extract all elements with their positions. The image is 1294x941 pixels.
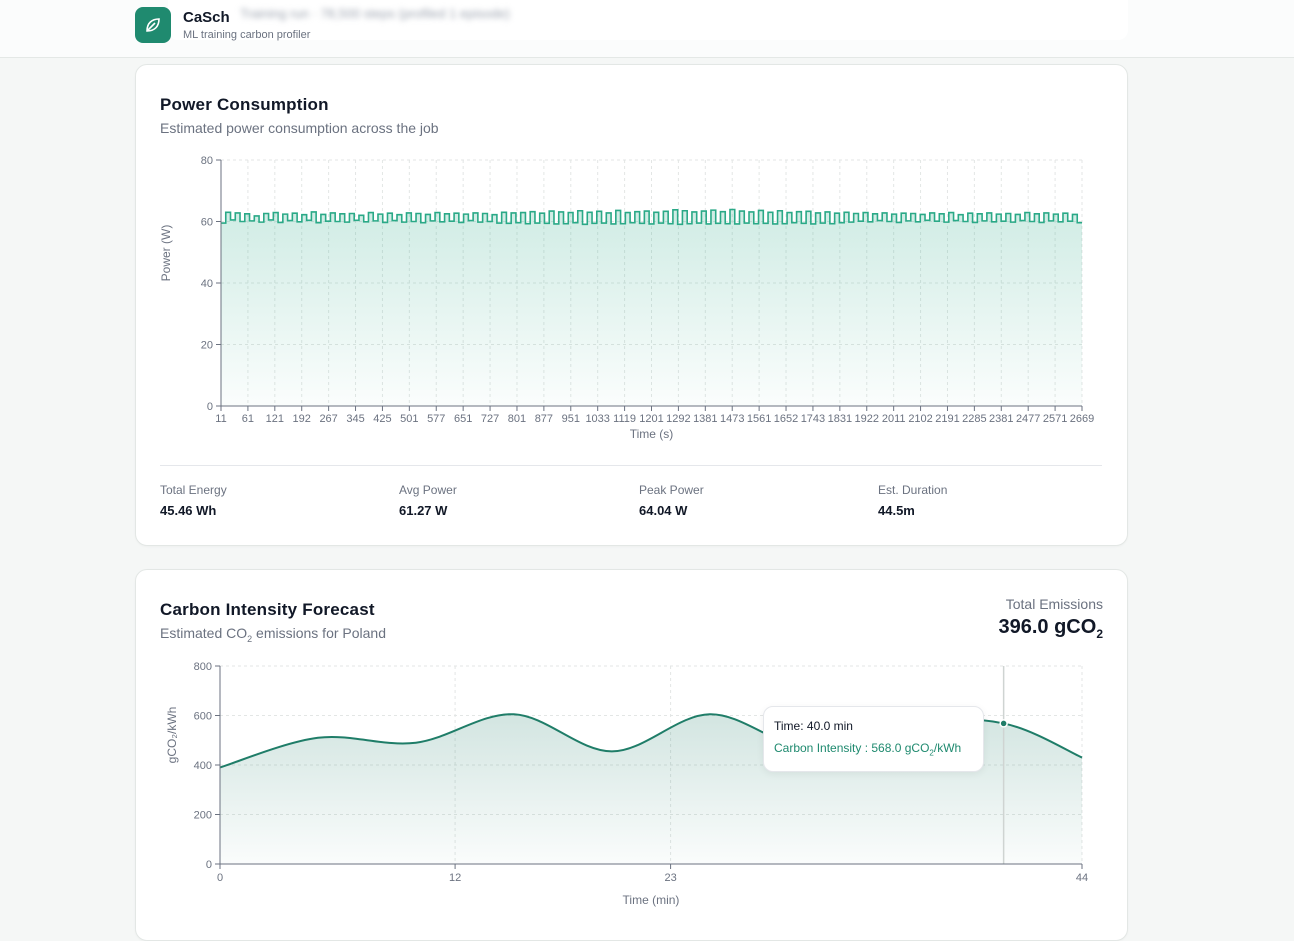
power-area: [221, 209, 1082, 406]
x-tick-label: 2011: [882, 413, 906, 425]
stat-label: Total Energy: [160, 483, 227, 497]
y-axis-label: Power (W): [159, 225, 173, 282]
top-bar: [0, 0, 1294, 58]
y-tick-label: 40: [201, 278, 213, 290]
card-title: Power Consumption: [160, 95, 329, 114]
x-tick-label: 1922: [855, 413, 879, 425]
y-tick-label: 400: [194, 760, 212, 772]
x-tick-label: 951: [562, 413, 580, 425]
x-tick-label: 577: [427, 413, 445, 425]
x-axis-label: Time (s): [630, 427, 674, 441]
stat-peak-power: Peak Power 64.04 W: [639, 483, 704, 518]
y-tick-label: 0: [207, 401, 213, 413]
x-tick-label: 1033: [585, 413, 609, 425]
x-tick-label: 1473: [720, 413, 744, 425]
divider: [160, 465, 1102, 466]
card-subtitle: Estimated power consumption across the j…: [160, 120, 439, 136]
x-tick-label: 727: [481, 413, 499, 425]
tooltip-value-sub: 2: [929, 748, 934, 758]
stat-value: 44.5m: [878, 503, 915, 518]
x-tick-label: 1201: [639, 413, 663, 425]
app-name: CaSch: [183, 9, 230, 26]
blurred-run-info: Training run · 78,500 steps (profiled 1 …: [240, 6, 510, 21]
x-tick-label: 1652: [774, 413, 798, 425]
x-tick-label: 2669: [1070, 413, 1094, 425]
power-chart: 0 20 40 60 80 11 61 121 192 267 345 425 501 577 651 727…: [159, 155, 1094, 441]
power-line: [221, 208, 1082, 226]
x-tick-label: 2285: [962, 413, 986, 425]
x-tick-label: 1743: [801, 413, 825, 425]
stat-label: Avg Power: [399, 483, 457, 497]
stat-total-energy: Total Energy 45.46 Wh: [160, 483, 227, 518]
x-tick-label: 0: [217, 872, 223, 884]
stat-value: 64.04 W: [639, 503, 688, 518]
x-tick-label: 425: [373, 413, 391, 425]
total-value-main: 396.0 gCO: [998, 616, 1097, 638]
tooltip-value: Carbon Intensity : 568.0 gCO2/kWh: [774, 741, 961, 757]
y-tick-label: 600: [194, 711, 212, 723]
y-tick-label: 0: [206, 859, 212, 871]
x-tick-label: 12: [449, 872, 461, 884]
stat-label: Peak Power: [639, 483, 704, 497]
x-tick-label: 877: [535, 413, 553, 425]
subtitle-sub: 2: [247, 633, 253, 644]
x-tick-label: 801: [508, 413, 526, 425]
x-tick-label: 1119: [613, 413, 636, 425]
card-title: Carbon Intensity Forecast: [160, 600, 375, 619]
total-value-sub: 2: [1096, 627, 1103, 641]
total-emissions-value: 396.0 gCO2: [998, 616, 1103, 641]
total-emissions-label: Total Emissions: [1005, 596, 1103, 612]
tooltip-value-suffix: /kWh: [933, 741, 962, 755]
x-tick-label: 345: [346, 413, 364, 425]
leaf-icon[interactable]: [135, 7, 171, 43]
top-bar-panel: [168, 0, 1128, 40]
x-tick-label: 2381: [989, 413, 1013, 425]
stat-value: 61.27 W: [399, 503, 448, 518]
x-tick-label: 11: [215, 413, 226, 425]
x-tick-label: 1561: [747, 413, 771, 425]
x-axis-label: Time (min): [623, 893, 680, 907]
y-axis-label: gCO₂/kWh: [165, 707, 179, 764]
stat-label: Est. Duration: [878, 483, 948, 497]
subtitle-prefix: Estimated CO: [160, 625, 248, 641]
stat-avg-power: Avg Power 61.27 W: [399, 483, 457, 518]
subtitle-suffix: emissions for Poland: [252, 625, 386, 641]
x-tick-label: 1381: [693, 413, 717, 425]
x-tick-label: 1292: [666, 413, 690, 425]
x-tick-label: 2571: [1043, 413, 1067, 425]
x-tick-label: 501: [400, 413, 418, 425]
x-tick-label: 44: [1076, 872, 1088, 884]
hover-point: [999, 719, 1008, 728]
power-card: Power Consumption Estimated power consum…: [135, 64, 1128, 546]
x-tick-label: 61: [242, 413, 254, 425]
tooltip-time: Time: 40.0 min: [774, 719, 853, 733]
app-subtitle: ML training carbon profiler: [183, 29, 311, 41]
x-tick-label: 192: [293, 413, 311, 425]
y-tick-label: 60: [201, 217, 213, 229]
x-tick-label: 651: [454, 413, 472, 425]
y-tick-label: 800: [194, 661, 212, 673]
x-tick-label: 2477: [1016, 413, 1040, 425]
chart-tooltip: Time: 40.0 min Carbon Intensity : 568.0 …: [763, 706, 984, 772]
x-tick-label: 1831: [828, 413, 852, 425]
x-tick-label: 2102: [908, 413, 932, 425]
x-tick-label: 267: [319, 413, 337, 425]
tooltip-value-main: Carbon Intensity : 568.0 gCO: [774, 741, 930, 755]
x-tick-label: 2191: [935, 413, 959, 425]
y-tick-label: 20: [201, 340, 213, 352]
card-subtitle: Estimated CO2 emissions for Poland: [160, 625, 386, 644]
stat-est-duration: Est. Duration 44.5m: [878, 483, 947, 518]
y-tick-label: 200: [194, 810, 212, 822]
x-tick-label: 23: [664, 872, 676, 884]
y-tick-label: 80: [201, 155, 213, 167]
carbon-chart: 0 200 400 600 800 0 12 23 44 Time (min) gCO₂/kWh: [165, 661, 1088, 907]
stat-value: 45.46 Wh: [160, 503, 217, 518]
x-tick-label: 121: [266, 413, 284, 425]
